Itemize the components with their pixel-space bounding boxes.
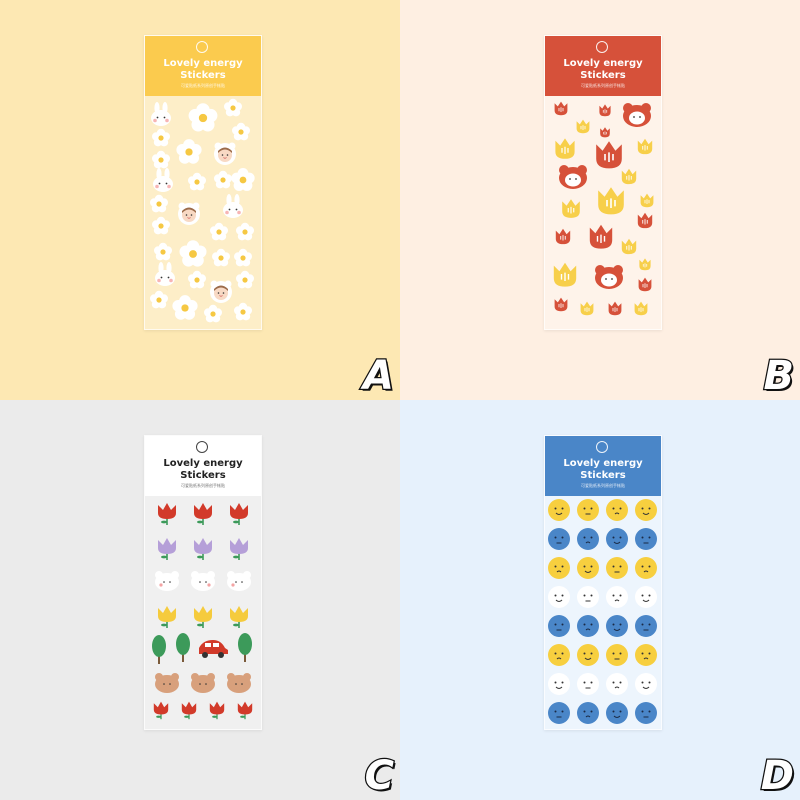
flower-bunny-stickers <box>150 98 255 323</box>
pack-header: Lovely energy Stickers 可爱贴纸系列原创手帐贴 <box>545 436 661 496</box>
face-sticker <box>548 557 570 579</box>
face-sticker <box>577 702 599 724</box>
sticker-sheet <box>545 96 661 329</box>
sticker-pack-c: Lovely energy Stickers 可爱贴纸系列原创手帐贴 <box>144 435 262 730</box>
panel-label-d: D <box>760 753 796 799</box>
sticker-sheet <box>545 496 661 729</box>
face-sticker <box>606 499 628 521</box>
sticker-pack-a: Lovely energy Stickers 可爱贴纸系列原创手帐贴 <box>144 35 262 330</box>
hang-hole-icon <box>196 441 208 453</box>
face-sticker <box>548 528 570 550</box>
face-sticker <box>606 557 628 579</box>
face-sticker <box>577 644 599 666</box>
face-sticker <box>548 644 570 666</box>
face-sticker <box>577 586 599 608</box>
panel-d: Lovely energy Stickers 可爱贴纸系列原创手帐贴 D <box>400 400 800 800</box>
face-sticker <box>577 673 599 695</box>
face-sticker <box>548 615 570 637</box>
face-sticker <box>635 499 657 521</box>
pack-subtitle: 可爱贴纸系列原创手帐贴 <box>181 83 225 88</box>
face-sticker <box>548 586 570 608</box>
pack-header: Lovely energy Stickers 可爱贴纸系列原创手帐贴 <box>145 436 261 496</box>
panel-label-c: C <box>363 753 395 799</box>
face-sticker <box>606 702 628 724</box>
pack-title-line1: Lovely energy <box>163 58 243 69</box>
panel-c: Lovely energy Stickers 可爱贴纸系列原创手帐贴 <box>0 400 400 800</box>
face-sticker <box>577 528 599 550</box>
pack-subtitle: 可爱贴纸系列原创手帐贴 <box>581 483 625 488</box>
hang-hole-icon <box>596 41 608 53</box>
face-sticker <box>548 702 570 724</box>
face-sticker <box>635 702 657 724</box>
face-sticker <box>635 615 657 637</box>
pack-title-line2: Stickers <box>180 470 226 481</box>
face-sticker <box>606 644 628 666</box>
sticker-grid <box>152 503 253 720</box>
face-sticker <box>606 615 628 637</box>
pack-subtitle: 可爱贴纸系列原创手帐贴 <box>581 83 625 88</box>
pack-title-line1: Lovely energy <box>563 458 643 469</box>
pack-title-line2: Stickers <box>180 70 226 81</box>
face-sticker <box>635 528 657 550</box>
sticker-grid <box>553 101 654 316</box>
tulip-tree-car-stickers <box>152 503 253 720</box>
face-sticker <box>606 586 628 608</box>
pack-header: Lovely energy Stickers 可爱贴纸系列原创手帐贴 <box>145 36 261 96</box>
face-sticker <box>577 499 599 521</box>
sticker-pack-d: Lovely energy Stickers 可爱贴纸系列原创手帐贴 <box>544 435 662 730</box>
pack-title: Lovely energy Stickers <box>545 58 661 82</box>
panel-label-b: B <box>762 353 795 399</box>
face-sticker <box>577 557 599 579</box>
sticker-sheet <box>145 496 261 729</box>
hang-hole-icon <box>596 441 608 453</box>
panel-b: Lovely energy Stickers 可爱贴纸系列原创手帐贴 <box>400 0 800 400</box>
pack-title-line1: Lovely energy <box>163 458 243 469</box>
face-sticker <box>635 644 657 666</box>
pack-title: Lovely energy Stickers <box>145 58 261 82</box>
pack-title: Lovely energy Stickers <box>545 458 661 482</box>
face-sticker <box>606 673 628 695</box>
face-sticker <box>606 528 628 550</box>
hang-hole-icon <box>196 41 208 53</box>
face-sticker <box>635 557 657 579</box>
face-sticker <box>548 499 570 521</box>
pack-title-line1: Lovely energy <box>563 58 643 69</box>
panel-label-a: A <box>362 353 395 399</box>
smiley-face-stickers <box>548 499 657 724</box>
sticker-grid <box>150 98 255 323</box>
face-sticker <box>635 586 657 608</box>
pack-title-line2: Stickers <box>580 470 626 481</box>
face-sticker <box>548 673 570 695</box>
sticker-sheet <box>145 96 261 329</box>
sticker-pack-b: Lovely energy Stickers 可爱贴纸系列原创手帐贴 <box>544 35 662 330</box>
pack-title-line2: Stickers <box>580 70 626 81</box>
pack-title: Lovely energy Stickers <box>145 458 261 482</box>
face-sticker <box>635 673 657 695</box>
panel-a: Lovely energy Stickers 可爱贴纸系列原创手帐贴 <box>0 0 400 400</box>
face-sticker <box>577 615 599 637</box>
tulip-bear-stickers <box>553 101 654 316</box>
pack-subtitle: 可爱贴纸系列原创手帐贴 <box>181 483 225 488</box>
pack-header: Lovely energy Stickers 可爱贴纸系列原创手帐贴 <box>545 36 661 96</box>
